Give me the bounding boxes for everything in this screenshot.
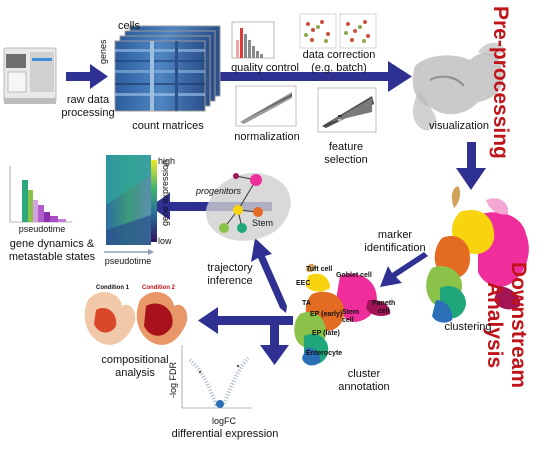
count-matrices-label: count matrices <box>132 120 204 132</box>
condition1-title: Condition 1 <box>96 285 129 291</box>
annotation-paneth: Paneth <box>372 300 396 307</box>
compositional-line2: analysis <box>115 366 155 379</box>
normalization-plot <box>235 85 297 127</box>
annotation-ep-early: EP (early) <box>310 311 343 318</box>
arrow-raw-to-matrix <box>66 64 108 89</box>
annotation-eec: EEC <box>296 280 311 287</box>
arrow-matrix-to-visualization <box>220 61 412 92</box>
normalization-label: normalization <box>234 131 300 143</box>
raw-data-processing-label: raw data processing <box>60 94 116 119</box>
trajectory-progenitors: progenitors <box>196 186 242 196</box>
arrow-clustering-to-annotation <box>380 252 430 287</box>
arrow-annotation-to-trajectory <box>251 238 287 313</box>
volcano-ylabel: -log FDR <box>168 361 178 398</box>
annotation-paneth-line2: cell <box>377 308 390 315</box>
data-correction-line2: (e.g. batch) <box>311 61 367 74</box>
annotation-ep-late: EP (late) <box>312 330 340 337</box>
trajectory-embedding <box>206 173 291 241</box>
preprocessing-title: Pre-processing <box>489 6 512 159</box>
gene-dynamics-plot <box>9 166 72 223</box>
arrow-to-differential <box>260 316 289 365</box>
trajectory-line1: trajectory <box>207 262 253 274</box>
feature-selection-label: feature selection <box>318 141 374 166</box>
condition2-title: Condition 2 <box>142 285 175 291</box>
cells-axis-label: cells <box>118 20 141 32</box>
gene-dynamics-label: gene dynamics & metastable states <box>2 238 102 263</box>
arrow-visualization-to-clustering <box>456 142 486 190</box>
arrow-to-compositional <box>198 307 293 334</box>
volcano-xlabel: logFC <box>211 416 236 426</box>
marker-line2: identification <box>364 241 426 254</box>
annotation-paneth-cell: Paneth cell <box>372 300 395 316</box>
sequencer-image <box>3 47 57 104</box>
cluster-annotation-label: cluster annotation <box>334 368 394 393</box>
data-correction-line1: data correction <box>302 49 376 61</box>
feature-selection-line2: selection <box>324 153 368 166</box>
feature-selection-plot <box>317 87 377 133</box>
cluster-annotation-line2: annotation <box>338 380 390 393</box>
visualization-embedding <box>412 42 506 131</box>
trajectory-line2: inference <box>207 274 253 287</box>
genes-axis-label: genes <box>98 39 108 64</box>
annotation-stem: Stem <box>342 309 360 316</box>
gene-dynamics-line1: gene dynamics & <box>9 238 95 250</box>
annotation-tuft: Tuft cell <box>306 266 333 273</box>
annotation-goblet: Goblet cell <box>336 272 372 279</box>
annotation-enterocyte: Enterocyte <box>306 350 343 357</box>
feature-selection-line1: feature <box>328 141 364 153</box>
marker-identification-label: marker identification <box>362 229 428 254</box>
differential-expression-label: differential expression <box>171 428 279 440</box>
heatmap-high: high <box>158 156 176 166</box>
annotation-stem-cell: Stem cell <box>342 309 359 325</box>
heatmap-pseudotime: pseudotime <box>104 256 152 266</box>
compositional-plots <box>84 292 188 345</box>
visualization-label: visualization <box>429 120 489 132</box>
annotation-stem-line2: cell <box>342 317 354 324</box>
data-correction-label: data correction (e.g. batch) <box>298 49 380 74</box>
heatmap-gene-expression: gene expression <box>160 159 170 226</box>
count-matrix-stack <box>114 25 221 112</box>
data-correction-plots <box>299 13 377 49</box>
clustering-embedding <box>426 186 529 323</box>
trajectory-inference-label: trajectory inference <box>200 262 260 287</box>
cluster-annotation-line1: cluster <box>347 368 381 380</box>
clustering-label: clustering <box>444 321 492 333</box>
quality-control-label: quality control <box>231 62 299 74</box>
gene-dynamics-xlabel: pseudotime <box>18 224 66 234</box>
gene-dynamics-line2: metastable states <box>8 250 96 263</box>
compositional-line1: compositional <box>101 354 169 366</box>
raw-data-line1: raw data <box>66 94 110 106</box>
downstream-title-line1: Downstream <box>507 262 530 389</box>
quality-control-histogram <box>231 21 275 59</box>
trajectory-stem: Stem <box>252 218 274 228</box>
annotation-ta: TA <box>302 300 311 307</box>
compositional-analysis-label: compositional analysis <box>100 354 170 379</box>
raw-data-line2: processing <box>61 106 115 119</box>
volcano-plot <box>181 345 252 409</box>
pseudotime-heatmap <box>104 155 157 255</box>
marker-line1: marker <box>377 229 413 241</box>
annotation-embedding <box>294 263 391 366</box>
heatmap-low: low <box>158 236 172 246</box>
